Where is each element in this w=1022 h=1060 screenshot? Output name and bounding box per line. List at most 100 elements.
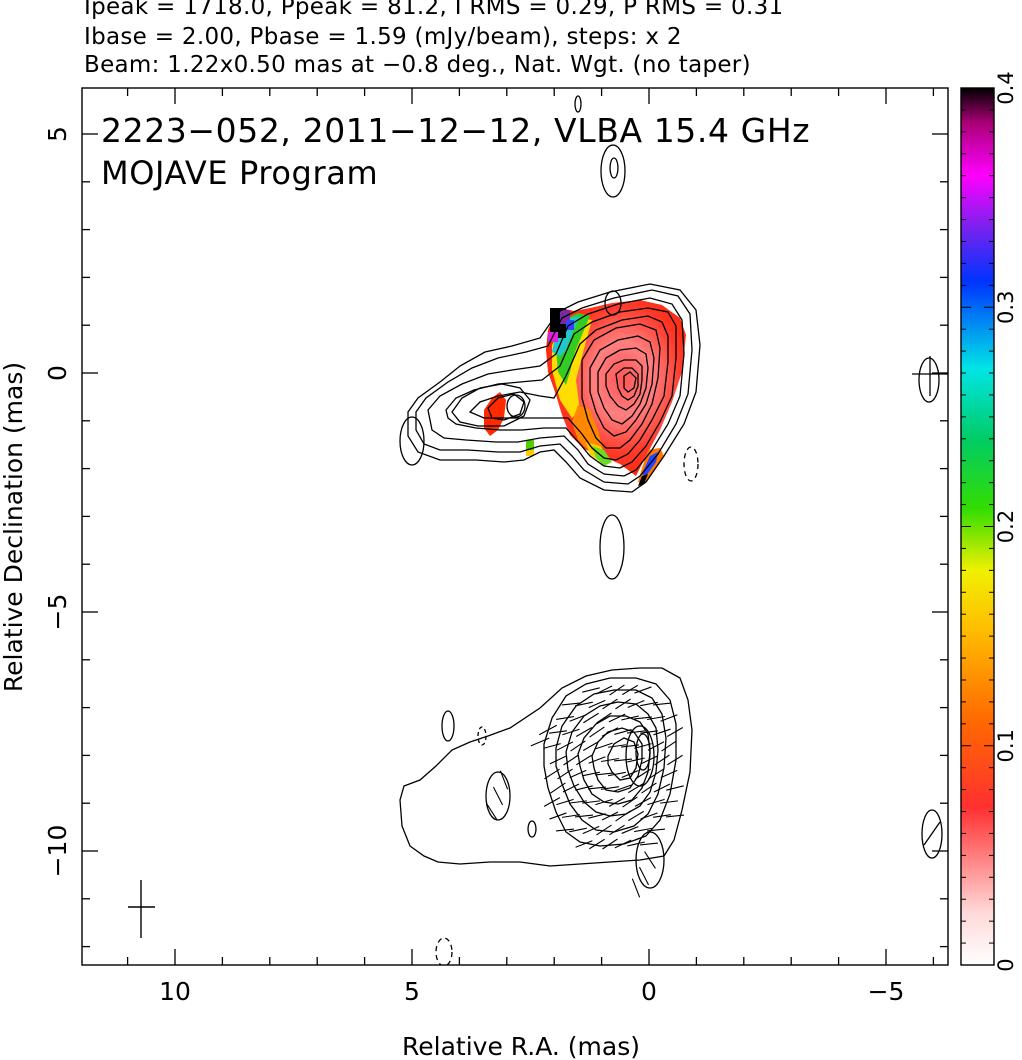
evpa-tick: [596, 712, 612, 724]
evpa-tick: [575, 727, 593, 737]
header-line-2: Ibase = 2.00, Pbase = 1.59 (mJy/beam), s…: [84, 24, 682, 50]
evpa-tick: [595, 798, 613, 806]
x-axis-ticks: 10 5 0 −5: [126, 88, 935, 1006]
pol-edge-lower-right-3: [638, 474, 648, 486]
evpa-tick: [555, 828, 575, 832]
evpa-tick: [569, 827, 587, 833]
evpa-tick: [561, 702, 581, 706]
evpa-tick: [639, 842, 659, 846]
y-tick-label: −10: [43, 825, 72, 878]
evpa-tick: [653, 728, 671, 736]
evpa-tick: [486, 803, 498, 821]
evpa-tick: [647, 715, 665, 721]
plot-frame: [81, 87, 949, 966]
x-axis-label: Relative R.A. (mas): [402, 1032, 640, 1060]
evpa-tick: [549, 755, 567, 765]
evpa-tick: [582, 771, 600, 777]
evpa-tick: [608, 713, 626, 723]
x-tick-label: 5: [404, 977, 420, 1006]
evpa-tick: [614, 839, 632, 849]
header-line-1: Ipeak = 1718.0, Ppeak = 81.2, I RMS = 0.…: [84, 0, 784, 20]
evpa-tick: [627, 757, 645, 763]
chart-title: 2223−052, 2011−12−12, VLBA 15.4 GHz: [101, 111, 810, 150]
evpa-tick: [594, 772, 614, 776]
evpa-tick: [609, 824, 625, 836]
pol-yellow-dot: [526, 450, 534, 456]
evpa-tick: [587, 786, 607, 790]
evpa-tick: [550, 782, 566, 794]
evpa-tick: [601, 727, 619, 737]
evpa-tick: [570, 740, 586, 752]
evpa-tick: [576, 754, 592, 766]
evpa-tick: [575, 785, 593, 791]
beam-marker-right: [912, 356, 948, 846]
evpa-tick: [575, 701, 593, 707]
evpa-tick: [667, 754, 683, 766]
evpa-tick: [614, 729, 632, 735]
evpa-tick: [583, 712, 599, 724]
evpa-tick: [631, 878, 641, 898]
evpa-tick: [652, 702, 672, 706]
evpa-tick: [627, 810, 645, 822]
evpa-tick: [543, 797, 561, 807]
chart-subtitle: MOJAVE Program: [101, 154, 378, 192]
evpa-tick: [647, 741, 665, 751]
evpa-tick: [601, 757, 619, 763]
pol-fringe-orange: [572, 405, 604, 454]
evpa-tick: [634, 827, 652, 833]
evpa-tick: [626, 730, 646, 734]
colorbar-tick-label: 0.2: [994, 510, 1018, 543]
evpa-tick: [589, 838, 605, 850]
evpa-tick: [601, 786, 619, 790]
evpa-tick: [556, 741, 574, 751]
evpa-tick: [609, 684, 625, 696]
evpa-tick: [646, 828, 666, 832]
evpa-tick: [660, 714, 678, 722]
evpa-ticks: [486, 684, 685, 898]
evpa-tick: [596, 824, 612, 836]
header-line-3: Beam: 1.22x0.50 mas at −0.8 deg., Nat. W…: [84, 52, 751, 78]
y-tick-label: −5: [43, 594, 72, 631]
evpa-tick: [574, 814, 594, 818]
evpa-tick: [627, 700, 645, 708]
pol-red-patch: [484, 392, 506, 436]
evpa-tick: [640, 730, 658, 734]
evpa-tick: [665, 814, 685, 818]
map-layer: [399, 95, 948, 965]
evpa-tick: [588, 813, 606, 819]
evpa-tick: [660, 769, 678, 779]
evpa-tick: [644, 851, 656, 869]
evpa-tick: [653, 783, 671, 793]
evpa-tick: [641, 782, 657, 794]
beam-cross: [128, 880, 155, 938]
evpa-tick: [595, 685, 613, 695]
evpa-tick: [660, 800, 678, 804]
colorbar-tick-label: 0: [994, 958, 1018, 971]
evpa-tick: [608, 797, 626, 807]
evpa-tick: [635, 768, 651, 780]
evpa-tick: [544, 768, 560, 780]
evpa-tick: [499, 770, 509, 790]
contours-upper: [399, 95, 943, 965]
evpa-tick: [569, 714, 587, 722]
evpa-tick: [588, 756, 606, 764]
evpa-tick: [615, 810, 631, 822]
evpa-tick: [622, 796, 638, 808]
evpa-tick: [647, 798, 665, 806]
evpa-tick: [602, 698, 618, 710]
evpa-tick: [628, 782, 644, 794]
evpa-tick: [549, 812, 567, 820]
evpa-tick: [621, 715, 639, 721]
evpa-tick: [556, 715, 574, 721]
evpa-tick: [549, 730, 567, 734]
x-tick-label: 0: [641, 977, 657, 1006]
y-axis-ticks: 5 0 −5 −10: [43, 126, 948, 948]
evpa-tick: [562, 783, 580, 793]
evpa-tick: [569, 800, 587, 804]
y-tick-label: 0: [43, 365, 72, 381]
evpa-tick: [634, 743, 652, 749]
evpa-tick: [613, 758, 633, 762]
evpa-tick: [589, 726, 605, 738]
evpa-tick: [633, 716, 653, 720]
evpa-tick: [634, 797, 652, 807]
